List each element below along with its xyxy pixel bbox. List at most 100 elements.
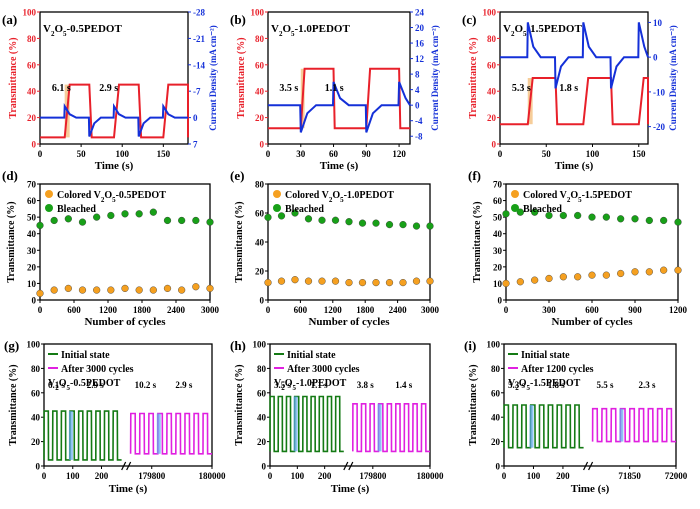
panel-label: (e)	[230, 168, 244, 183]
y-tick-label: 80	[255, 34, 265, 44]
y2-axis-label: Current Density (mA cm⁻²)	[208, 25, 218, 131]
x-tick-label: 100	[115, 149, 129, 159]
data-point	[64, 284, 72, 293]
x-tick-label: 300	[542, 305, 556, 315]
annotation-label: 5.3 s	[512, 83, 531, 94]
panel-b-frame	[267, 11, 411, 145]
y-tick-label: -4	[415, 116, 423, 126]
annotation-label: 2.3 s	[638, 380, 656, 390]
legend-label: After 1200 cycles	[521, 364, 594, 375]
x-axis-label: Number of cycles	[84, 316, 166, 328]
data-point	[291, 276, 299, 284]
y-tick-label: 40	[255, 87, 265, 97]
y-tick-label: 0	[496, 462, 501, 472]
y-axis-label: Transmittance (%)	[472, 201, 483, 282]
y-axis-label: Transmittance (%)	[8, 364, 19, 445]
data-point	[385, 221, 394, 229]
legend-marker	[273, 204, 281, 212]
x-tick-label: 100	[66, 471, 80, 481]
current-density-line	[40, 102, 188, 137]
x-tick-label: 100	[586, 149, 600, 159]
data-point	[660, 266, 668, 274]
data-point	[345, 279, 353, 287]
data-point	[93, 213, 101, 221]
data-point	[588, 271, 596, 279]
y-tick-label: -28	[193, 8, 205, 18]
x-tick-label: 3000	[201, 305, 220, 315]
data-point	[304, 215, 313, 223]
y-tick-label: -10	[653, 87, 665, 97]
data-point	[121, 284, 129, 293]
data-point	[385, 279, 394, 287]
data-point	[93, 286, 101, 294]
y-tick-label: 60	[493, 196, 503, 206]
chart-title: V2O5-1.0PEDOT	[271, 23, 350, 38]
x-tick-label: 200	[556, 471, 570, 481]
data-point	[36, 221, 44, 230]
data-point	[372, 219, 380, 227]
panel-label: (i)	[464, 338, 476, 353]
y-tick-label: 30	[27, 246, 37, 256]
data-point	[631, 215, 639, 223]
x-axis-label: Time (s)	[95, 160, 134, 172]
x-axis-label: Time (s)	[555, 160, 594, 172]
data-point	[588, 213, 596, 221]
data-point	[559, 273, 567, 281]
y-tick-label: 20	[31, 437, 41, 447]
x-axis-label: Number of cycles	[308, 316, 390, 328]
annotation-label: 2.9 s	[175, 380, 193, 390]
response-highlight	[619, 408, 624, 442]
annotation-label: 1.4 s	[395, 380, 413, 390]
panel-a-frame	[39, 11, 189, 145]
y-tick-label: 60	[27, 196, 37, 206]
y-tick-label: 80	[487, 34, 497, 44]
current-density-line	[500, 22, 649, 89]
data-point	[358, 219, 367, 227]
x-tick-label: 50	[542, 149, 552, 159]
data-point	[516, 278, 524, 286]
x-tick-label: 72000	[665, 471, 688, 481]
axis-break-mark	[583, 461, 589, 471]
data-point	[399, 221, 407, 229]
data-point	[502, 210, 510, 218]
data-point	[574, 273, 582, 281]
transmittance-line	[40, 83, 189, 139]
data-point	[531, 208, 539, 216]
data-point	[149, 286, 157, 294]
data-point	[645, 216, 653, 225]
current-density-line	[268, 81, 411, 133]
data-point	[264, 213, 272, 221]
x-tick-label: 50	[77, 149, 87, 159]
y-tick-label: 50	[493, 213, 503, 223]
data-point	[264, 279, 272, 287]
annotation-label: 5.3 s	[508, 380, 526, 390]
legend-label: Bleached	[57, 204, 96, 215]
data-point	[135, 210, 143, 218]
data-point	[674, 266, 682, 274]
axis-break-mark	[348, 461, 354, 471]
x-tick-label: 900	[628, 305, 642, 315]
data-point	[602, 271, 610, 279]
panel-label: (f)	[468, 168, 481, 183]
y-tick-label: 80	[255, 180, 265, 190]
y-tick-label: 0	[32, 296, 37, 306]
y-axis-label: Transmittance (%)	[234, 364, 245, 445]
y-tick-label: 60	[491, 388, 501, 398]
data-point	[602, 213, 610, 221]
after-cycles-line	[591, 407, 676, 443]
data-point	[617, 215, 625, 223]
chart-title: V2O5-1.5PEDOT	[503, 23, 582, 38]
data-point	[277, 212, 286, 220]
legend-label: Colored V2O5-1.0PEDOT	[285, 190, 394, 204]
y-tick-label: 80	[257, 364, 267, 374]
data-point	[426, 222, 434, 230]
data-point	[502, 279, 510, 288]
data-point	[192, 216, 200, 225]
y-tick-label: -7	[193, 87, 201, 97]
legend-label: Initial state	[287, 350, 336, 361]
y-tick-label: -14	[193, 60, 205, 70]
data-point	[277, 277, 286, 285]
data-point	[192, 283, 200, 291]
y-tick-label: 20	[255, 113, 265, 123]
